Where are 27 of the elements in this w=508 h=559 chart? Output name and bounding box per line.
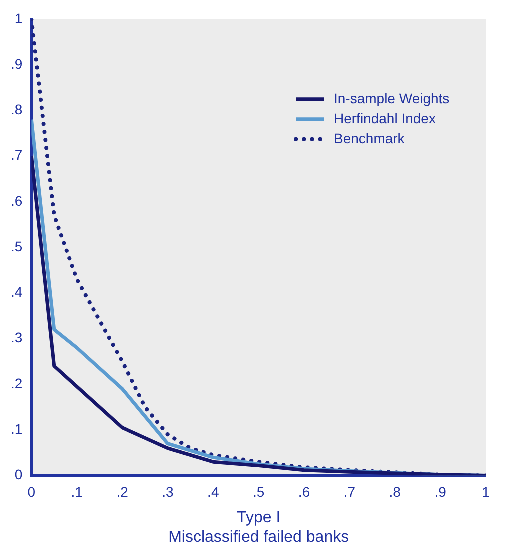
- x-tick-label: .6: [298, 484, 310, 500]
- x-tick-label: .8: [389, 484, 402, 500]
- x-tick-label: .3: [162, 484, 174, 500]
- y-tick-label: .6: [10, 192, 23, 209]
- legend-label: Benchmark: [334, 130, 406, 146]
- x-tick-label: .4: [208, 484, 220, 500]
- x-tick-label: .5: [252, 484, 265, 500]
- legend-label: In-sample Weights: [334, 90, 450, 106]
- y-tick-label: 1: [14, 10, 23, 26]
- y-tick-label: .4: [10, 284, 23, 300]
- legend-label: Herfindahl Index: [334, 110, 436, 126]
- y-tick-label: .5: [10, 238, 23, 254]
- y-tick-label: 0: [14, 466, 23, 483]
- x-tick-label: 0: [28, 484, 36, 500]
- y-tick-label: .8: [10, 102, 23, 118]
- y-tick-label: .2: [10, 375, 23, 392]
- x-tick-label: .7: [344, 484, 356, 500]
- y-tick-label: .7: [10, 147, 23, 164]
- x-tick-label: 1: [482, 484, 490, 500]
- y-tick-label: .9: [10, 56, 23, 72]
- x-axis-title: Type I Misclassified failed banks: [168, 510, 350, 546]
- y-tick-label: .1: [10, 421, 23, 438]
- line-series: [32, 19, 486, 476]
- x-tick-label: .9: [434, 484, 447, 500]
- x-tick-label: .1: [71, 484, 84, 500]
- x-tick-label: .2: [116, 484, 129, 500]
- y-tick-label: .3: [10, 330, 23, 346]
